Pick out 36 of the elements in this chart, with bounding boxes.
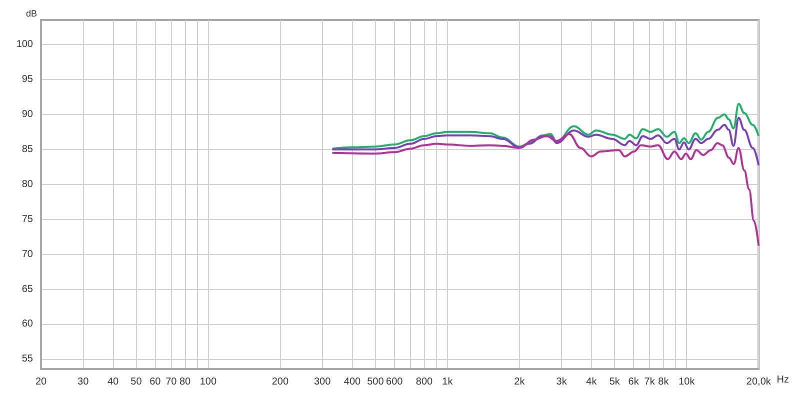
x-tick-label: 100 bbox=[200, 376, 217, 388]
x-tick-label: 400 bbox=[344, 376, 362, 388]
x-axis-title: Hz bbox=[776, 374, 790, 386]
y-tick-label: 65 bbox=[22, 284, 34, 295]
x-tick-label: 30 bbox=[78, 376, 90, 388]
x-tick-label: 60 bbox=[150, 376, 162, 388]
x-tick-label: 70 bbox=[166, 376, 178, 388]
x-tick-label: 40 bbox=[107, 376, 120, 388]
x-tick-label: 1k bbox=[442, 376, 454, 388]
x-tick-label: 800 bbox=[416, 376, 434, 388]
y-tick-label: 75 bbox=[22, 214, 34, 225]
x-tick-label: 3k bbox=[556, 376, 568, 388]
x-tick-label: 8k bbox=[658, 376, 670, 388]
x-tick-label: 500 bbox=[367, 376, 384, 388]
y-tick-label: 90 bbox=[22, 108, 34, 120]
x-tick-label: 200 bbox=[272, 376, 289, 388]
x-tick-label: 10k bbox=[678, 376, 696, 388]
y-tick-label: 85 bbox=[22, 144, 34, 155]
x-tick-label: 5k bbox=[609, 376, 621, 388]
y-tick-label: 55 bbox=[22, 354, 34, 365]
x-tick-label: 4k bbox=[586, 376, 598, 388]
x-tick-label: 80 bbox=[179, 376, 192, 388]
x-tick-label: 600 bbox=[386, 376, 404, 388]
y-tick-label: 100 bbox=[16, 38, 34, 50]
x-tick-label: 20,0k bbox=[746, 376, 772, 388]
x-tick-label: 6k bbox=[628, 376, 640, 388]
y-tick-label: 95 bbox=[22, 74, 34, 85]
x-tick-label: 20 bbox=[35, 376, 47, 388]
y-tick-label: 70 bbox=[22, 248, 34, 260]
x-tick-label: 300 bbox=[314, 376, 332, 388]
y-axis-title: dB bbox=[26, 8, 37, 18]
y-tick-label: 80 bbox=[22, 178, 34, 190]
x-tick-label: 50 bbox=[130, 376, 142, 388]
x-tick-label: 7k bbox=[644, 376, 656, 388]
x-tick-label: 2k bbox=[514, 376, 526, 388]
y-tick-label: 60 bbox=[22, 318, 34, 330]
